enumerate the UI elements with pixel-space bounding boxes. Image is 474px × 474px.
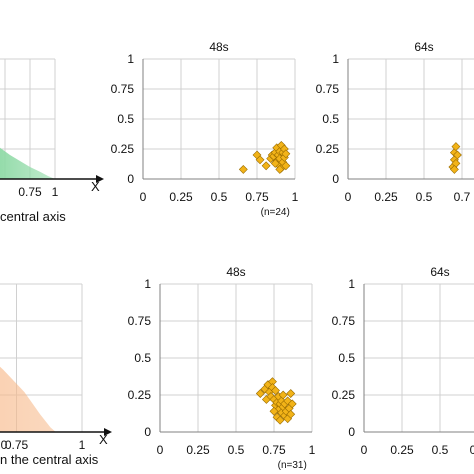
x-tick-label: 0.25 — [390, 443, 414, 457]
x-tick-label: 0.25 — [374, 190, 398, 204]
x-axis-letter: X — [99, 432, 108, 447]
sample-size-label: (n=31) — [278, 460, 307, 471]
y-tick-label: 0.5 — [338, 351, 355, 365]
x-tick-label: 1 — [52, 185, 59, 199]
scatter-point — [255, 155, 265, 165]
x-tick-label: 0.5 — [416, 190, 433, 204]
y-tick-label: 0.25 — [128, 388, 152, 402]
scatter-point — [453, 150, 462, 160]
x-tick-label: 0.75 — [5, 438, 29, 452]
scatter-point — [271, 386, 280, 395]
y-tick-label: 0 — [144, 425, 151, 439]
y-tick-label: 0 — [332, 172, 339, 186]
scatter-point — [281, 149, 291, 159]
x-tick-label: 0 — [361, 443, 368, 457]
x-axis-arrow — [104, 428, 112, 436]
scatter-points — [238, 140, 291, 174]
y-tick-label: 0 — [127, 172, 134, 186]
chart-title: 64s — [414, 40, 433, 54]
y-tick-label: 1 — [144, 277, 151, 291]
y-tick-label: 0.25 — [111, 142, 135, 156]
x-tick-label: 0 — [345, 190, 352, 204]
scatter-point — [261, 161, 271, 171]
x-tick-label: 0 — [140, 190, 147, 204]
x-axis-letter: X — [91, 179, 100, 194]
x-axis-arrow — [96, 175, 104, 183]
scatter-point — [286, 409, 296, 419]
gridlines — [363, 283, 474, 433]
chart-top-left-partial: X 0.75 1 central axis — [0, 58, 104, 224]
x-tick-label: 0.7 — [470, 443, 474, 457]
y-tick-label: 1 — [127, 52, 134, 66]
chart-title: 48s — [209, 40, 228, 54]
y-tick-label: 1 — [348, 277, 355, 291]
scatter-point — [255, 389, 265, 398]
x-tick-label: 1 — [292, 190, 299, 204]
chart-top-64s: 64s 0 0.25 0.5 0.7 0 0.25 0.5 0.75 1 — [316, 40, 474, 204]
y-tick-label: 0 — [348, 425, 355, 439]
chart-title: 64s — [430, 265, 449, 279]
scatter-point — [269, 406, 279, 416]
chart-title: 48s — [226, 265, 245, 279]
y-tick-label: 0.5 — [134, 351, 151, 365]
x-tick-label: 0.5 — [432, 443, 449, 457]
scatter-point — [287, 399, 297, 409]
x-tick-label: 0.5 — [228, 443, 245, 457]
x-tick-label: 0.25 — [169, 190, 193, 204]
x-tick-label: 0.75 — [245, 190, 269, 204]
y-tick-label: 0.5 — [117, 112, 134, 126]
scatter-point — [278, 390, 288, 400]
sample-size-label: (n=24) — [261, 207, 290, 218]
area-series — [0, 366, 56, 432]
scatter-point — [238, 164, 248, 174]
scatter-point — [275, 415, 285, 425]
scatter-point — [270, 158, 280, 168]
scatter-points — [255, 377, 297, 425]
x-axis-title: central axis — [0, 209, 66, 224]
scatter-point — [281, 161, 291, 171]
x-tick-label: 0 — [1, 438, 8, 452]
scatter-point — [449, 164, 459, 174]
scatter-points — [448, 142, 462, 174]
y-tick-label: 1 — [332, 52, 339, 66]
x-tick-label: 0.75 — [262, 443, 286, 457]
gridlines — [0, 58, 56, 179]
x-tick-label: 0.25 — [186, 443, 210, 457]
x-axis-title: n the central axis — [0, 452, 99, 467]
scatter-point — [286, 389, 296, 398]
y-tick-label: 0.75 — [316, 82, 340, 96]
y-tick-label: 0.5 — [322, 112, 339, 126]
y-tick-label: 0.75 — [111, 82, 135, 96]
y-tick-label: 0.75 — [128, 314, 152, 328]
y-tick-label: 0.75 — [332, 314, 356, 328]
x-tick-label: 0.5 — [211, 190, 228, 204]
y-tick-label: 0.25 — [316, 142, 340, 156]
x-tick-label: 1 — [79, 438, 86, 452]
x-tick-label: 0 — [157, 443, 164, 457]
x-tick-label: 0.7 — [454, 190, 471, 204]
scatter-point — [451, 142, 461, 152]
scatter-point — [275, 164, 285, 174]
y-tick-label: 0.25 — [332, 388, 356, 402]
chart-bottom-64s: 64s 0 0.25 0.5 0.7 0 0.25 0.5 0.75 1 — [332, 265, 474, 457]
x-tick-label: 1 — [309, 443, 316, 457]
x-tick-label: 0.75 — [18, 185, 42, 199]
area-series — [0, 147, 55, 179]
